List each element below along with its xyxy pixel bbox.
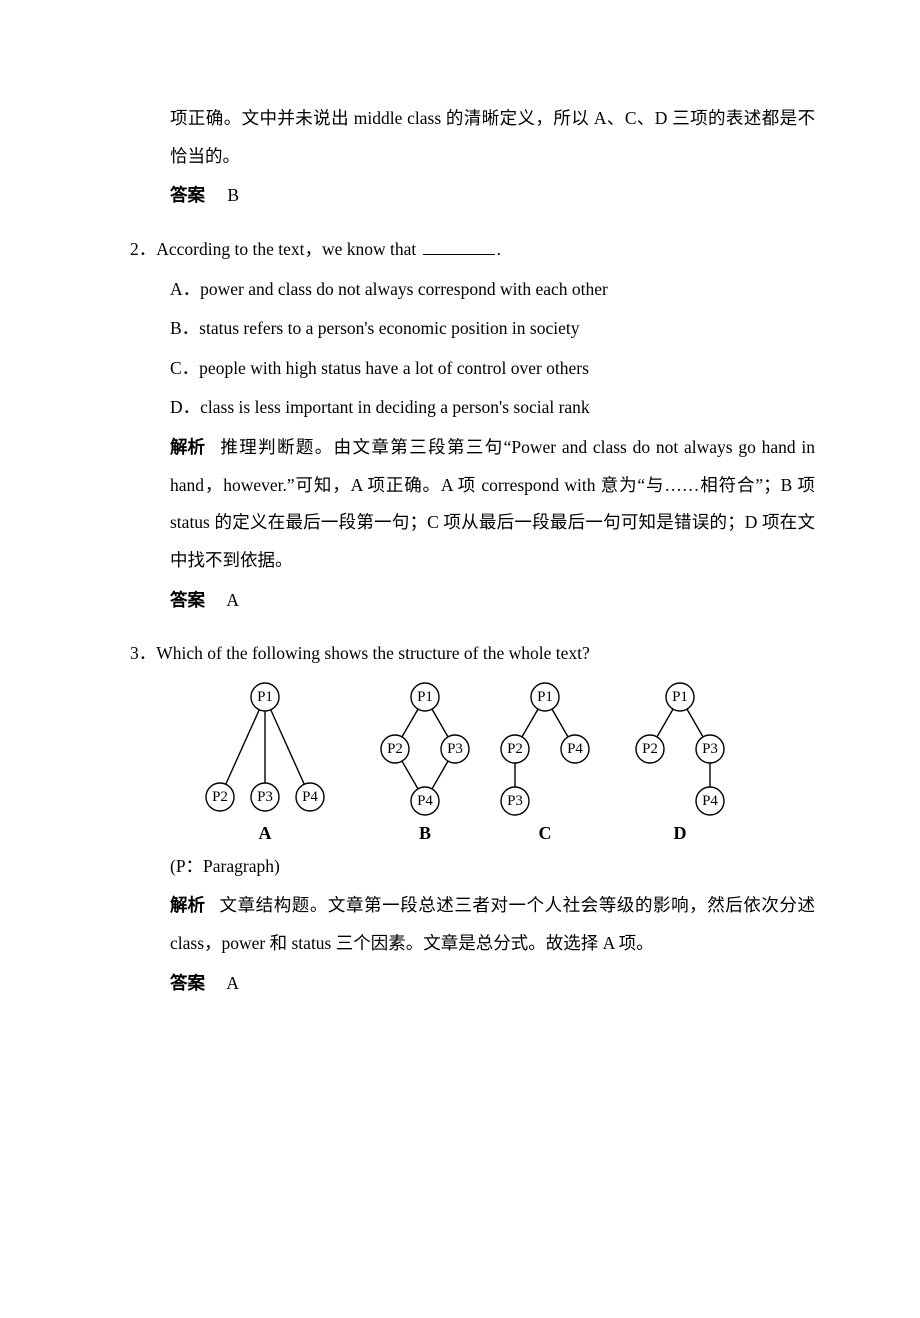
q2-stem-suffix: . (497, 239, 501, 259)
q3-answer-label: 答案 (170, 965, 205, 1003)
q1-answer-line: 答案 B (130, 177, 815, 215)
diagram-edge (226, 710, 260, 784)
diagram-node-label: P1 (537, 689, 553, 705)
diagram-node-label: P2 (507, 741, 523, 757)
diagram-node-label: P2 (387, 741, 403, 757)
q3-explain-label: 解析 (170, 887, 205, 925)
diagram-option-label: A (259, 823, 272, 843)
diagram-node-label: P3 (507, 793, 523, 809)
q3-answer-value: A (226, 973, 239, 993)
diagram-edge (432, 709, 448, 737)
diagram-edge (687, 709, 703, 737)
q1-continuation-text: 项正确。文中并未说出 middle class 的清晰定义，所以 A、C、D 三… (130, 100, 815, 175)
diagram-node-label: P3 (257, 789, 273, 805)
q3-paragraph-note: (P：Paragraph) (130, 848, 815, 886)
diagram-option-label: C (539, 823, 552, 843)
diagram-edge (271, 710, 305, 784)
q1-answer-value: B (227, 185, 239, 205)
diagram-edge (552, 709, 568, 737)
diagram-node-label: P4 (302, 789, 318, 805)
q2-stem-prefix: 2．According to the text，we know that (130, 239, 421, 259)
diagram-node-label: P1 (417, 689, 433, 705)
diagram-node-label: P2 (212, 789, 228, 805)
q2-stem: 2．According to the text，we know that . (158, 231, 815, 269)
q1-answer-label: 答案 (170, 177, 205, 215)
page-content: 项正确。文中并未说出 middle class 的清晰定义，所以 A、C、D 三… (0, 0, 920, 1318)
diagram-option-label: B (419, 823, 431, 843)
q2-option-a: A．power and class do not always correspo… (130, 271, 815, 309)
q3-diagrams: P1 P2 P3 P4 A P1 P2 P3 P4 B P1 P2 P4 P3 C P1 P2 P3 P4 D (130, 679, 815, 844)
diagram-node-label: P4 (417, 793, 433, 809)
diagram-edge (402, 709, 418, 737)
diagram-node-label: P3 (447, 741, 463, 757)
diagram-node-label: P2 (642, 741, 658, 757)
diagram-option-label: D (674, 823, 687, 843)
q2-option-d: D．class is less important in deciding a … (130, 389, 815, 427)
q2-explain: 解析推理判断题。由文章第三段第三句“Power and class do not… (130, 429, 815, 580)
diagram-edge (522, 709, 538, 737)
diagram-node-label: P1 (257, 689, 273, 705)
q2-answer-label: 答案 (170, 582, 205, 620)
q2-answer-line: 答案 A (130, 582, 815, 620)
diagram-node-label: P3 (702, 741, 718, 757)
q2-answer-value: A (226, 590, 239, 610)
diagram-edge (402, 761, 418, 789)
q3-answer-line: 答案 A (130, 965, 815, 1003)
diagram-node-label: P4 (702, 793, 718, 809)
q3-explain-text: 文章结构题。文章第一段总述三者对一个人社会等级的影响，然后依次分述 class，… (170, 895, 815, 953)
q2-explain-text: 推理判断题。由文章第三段第三句“Power and class do not a… (170, 437, 815, 570)
q2-option-b: B．status refers to a person's economic p… (130, 310, 815, 348)
q2-blank (423, 238, 495, 255)
diagram-edge (657, 709, 673, 737)
structure-diagram-svg: P1 P2 P3 P4 A P1 P2 P3 P4 B P1 P2 P4 P3 C P1 P2 P3 P4 D (190, 679, 760, 844)
q3-stem: 3．Which of the following shows the struc… (158, 635, 815, 673)
diagram-node-label: P4 (567, 741, 583, 757)
q2-explain-label: 解析 (170, 429, 205, 467)
q2-option-c: C．people with high status have a lot of … (130, 350, 815, 388)
q3-explain: 解析文章结构题。文章第一段总述三者对一个人社会等级的影响，然后依次分述 clas… (130, 887, 815, 962)
diagram-node-label: P1 (672, 689, 688, 705)
diagram-edge (432, 761, 448, 789)
